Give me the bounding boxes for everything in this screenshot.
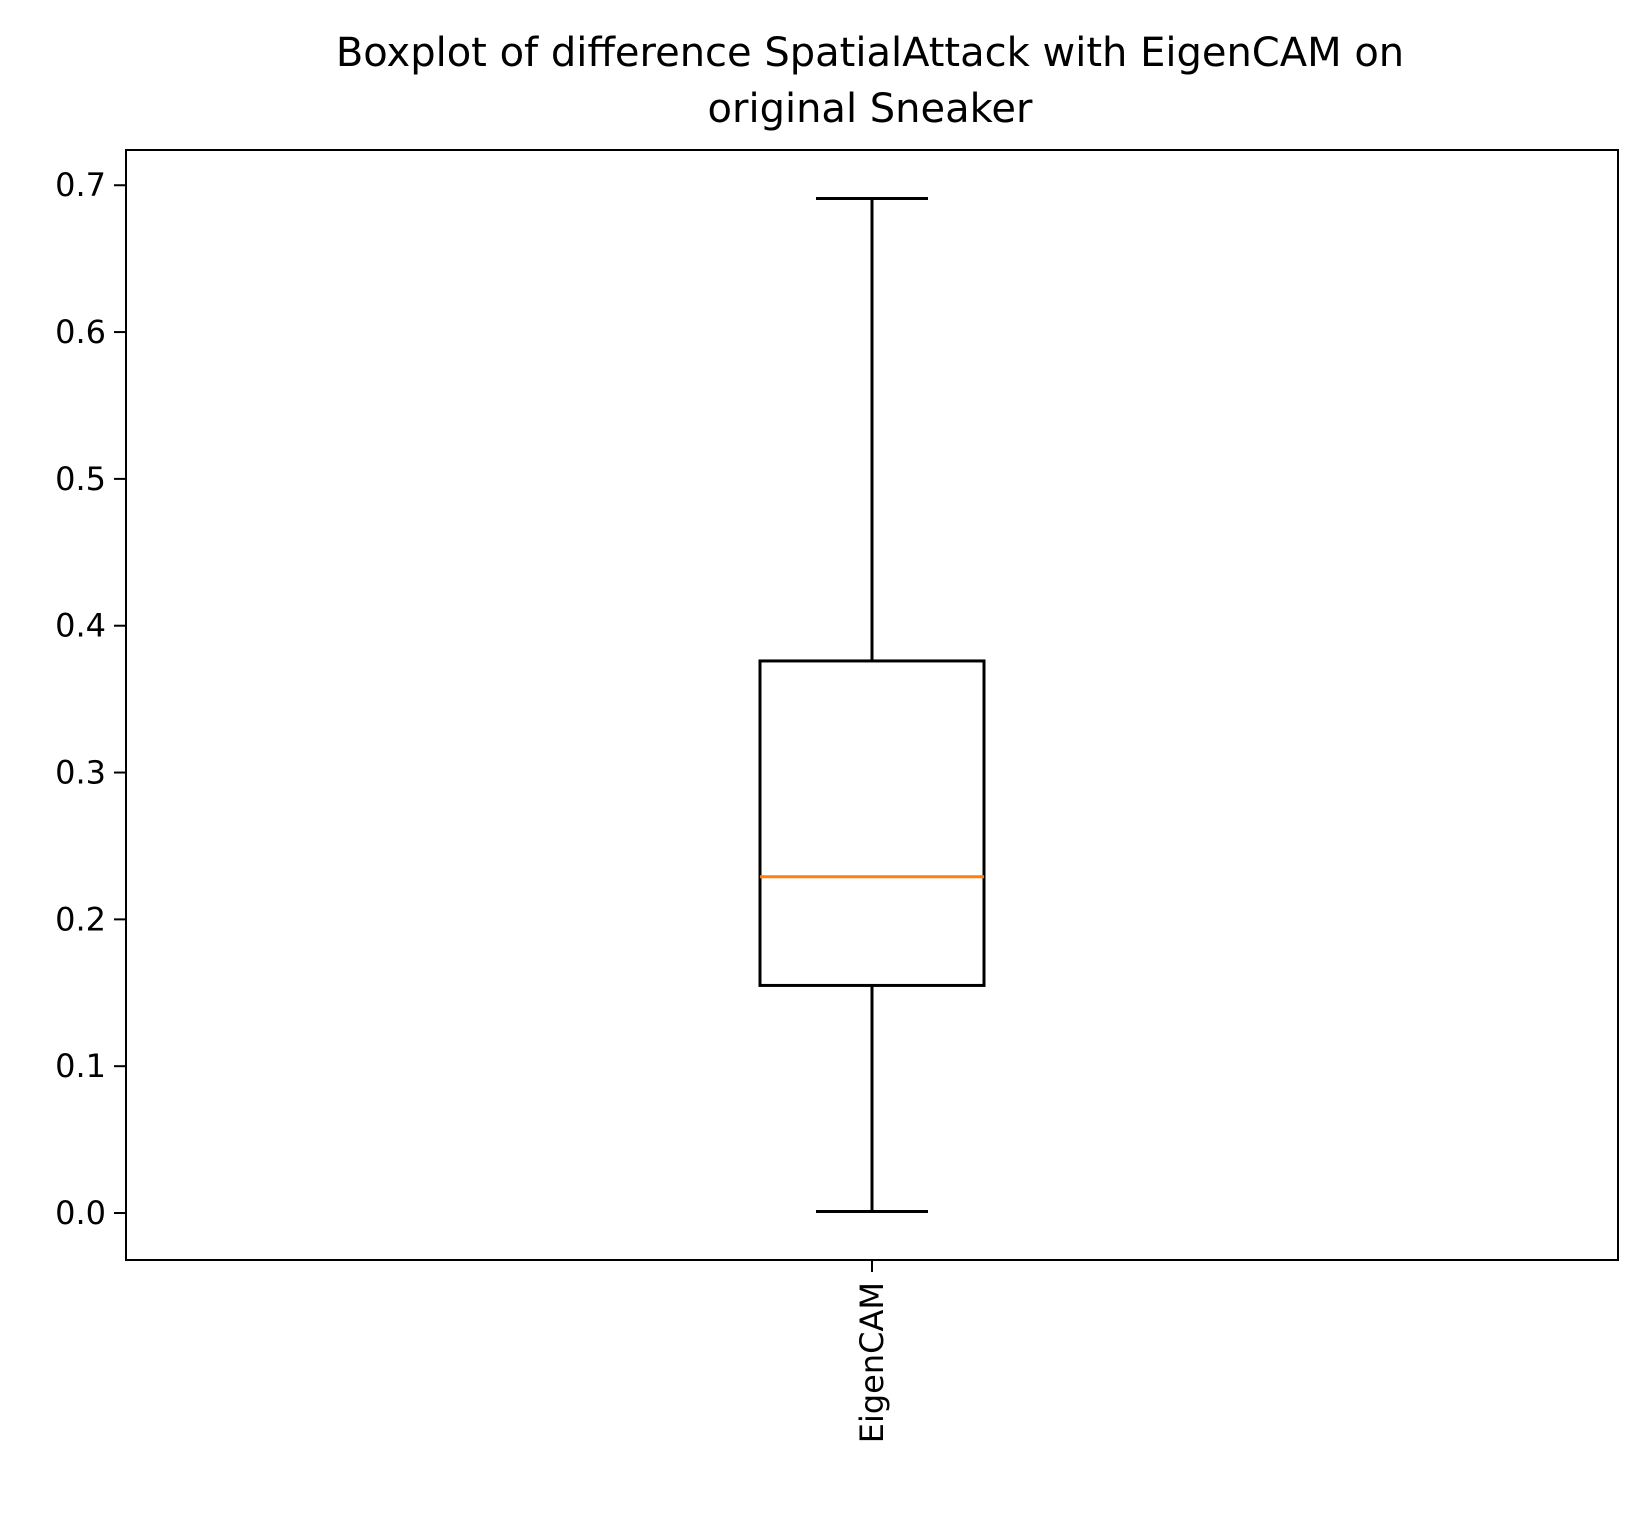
y-tick-label: 0.5	[55, 460, 106, 498]
plot-frame	[125, 149, 1619, 1261]
x-axis: EigenCAM	[853, 1260, 891, 1443]
chart-title-line-2: original Sneaker	[708, 86, 1033, 132]
y-axis: 0.0 0.1 0.2 0.3 0.4 0.5 0.6 0.7	[55, 166, 126, 1232]
y-tick-label: 0.7	[55, 166, 106, 204]
y-tick-label: 0.3	[55, 754, 106, 792]
y-tick-label: 0.0	[55, 1194, 106, 1232]
box-series	[758, 196, 986, 1214]
y-tick-label: 0.6	[55, 313, 106, 351]
y-tick-label: 0.1	[55, 1047, 106, 1085]
y-tick-label: 0.4	[55, 607, 106, 645]
y-tick-label: 0.2	[55, 900, 106, 938]
chart-title-line-1: Boxplot of difference SpatialAttack with…	[336, 30, 1404, 76]
x-tick-label: EigenCAM	[853, 1282, 891, 1443]
chart-title: Boxplot of difference SpatialAttack with…	[336, 30, 1404, 132]
box-iqr	[758, 659, 986, 987]
